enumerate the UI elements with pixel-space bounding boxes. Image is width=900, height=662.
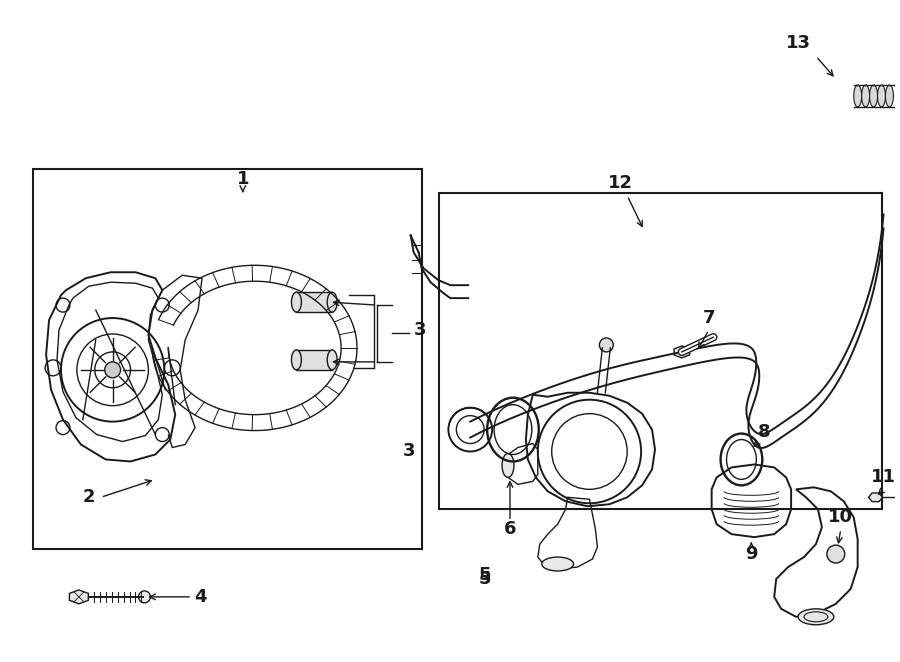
Ellipse shape <box>869 85 878 107</box>
Text: 3: 3 <box>402 442 415 461</box>
Text: 12: 12 <box>608 173 633 191</box>
Text: 4: 4 <box>194 588 206 606</box>
Ellipse shape <box>502 453 514 477</box>
Bar <box>296 292 332 312</box>
Ellipse shape <box>878 85 886 107</box>
Text: 10: 10 <box>828 508 853 526</box>
Text: 2: 2 <box>83 489 95 506</box>
Circle shape <box>139 591 150 603</box>
Ellipse shape <box>542 557 573 571</box>
Text: 3: 3 <box>414 321 426 339</box>
Text: 7: 7 <box>702 309 715 327</box>
Bar <box>296 350 332 370</box>
Text: 13: 13 <box>786 34 811 52</box>
Bar <box>439 193 882 509</box>
Ellipse shape <box>886 85 894 107</box>
Text: 11: 11 <box>871 469 896 487</box>
Ellipse shape <box>292 350 302 370</box>
Circle shape <box>827 545 845 563</box>
Polygon shape <box>69 590 88 604</box>
Polygon shape <box>674 346 689 358</box>
Circle shape <box>104 362 121 378</box>
Polygon shape <box>868 493 883 502</box>
Ellipse shape <box>328 292 338 312</box>
Text: 6: 6 <box>504 520 517 538</box>
Text: 1: 1 <box>237 169 249 187</box>
Text: 8: 8 <box>758 422 770 441</box>
Ellipse shape <box>328 350 338 370</box>
Text: 9: 9 <box>745 545 758 563</box>
Bar <box>32 169 421 549</box>
Ellipse shape <box>292 292 302 312</box>
Ellipse shape <box>861 85 869 107</box>
Ellipse shape <box>798 609 833 625</box>
Text: 5: 5 <box>479 566 491 584</box>
Ellipse shape <box>854 85 861 107</box>
Text: 5: 5 <box>479 570 491 588</box>
Circle shape <box>599 338 613 352</box>
